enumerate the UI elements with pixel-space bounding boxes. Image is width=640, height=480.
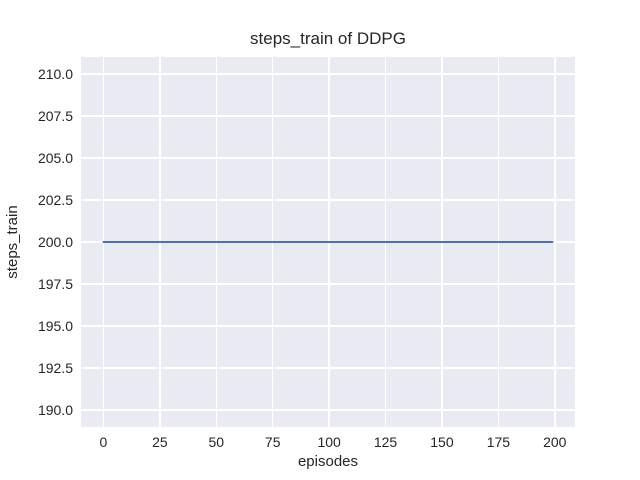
x-tick-label: 175 <box>486 434 511 450</box>
gridline-horizontal <box>81 325 575 327</box>
x-tick-label: 200 <box>543 434 567 450</box>
y-tick-label: 210.0 <box>37 65 73 82</box>
plot-area <box>81 57 575 427</box>
gridline-horizontal <box>81 73 575 75</box>
x-tick-label: 100 <box>317 434 341 450</box>
y-tick-label: 207.5 <box>37 107 73 124</box>
gridline-horizontal <box>81 367 575 369</box>
gridline-horizontal <box>81 199 575 201</box>
line-plot <box>102 241 554 243</box>
y-tick-label: 195.0 <box>37 318 73 335</box>
gridline-horizontal <box>81 283 575 285</box>
x-tick-label: 125 <box>373 434 398 450</box>
y-tick-label: 197.5 <box>37 276 73 293</box>
gridline-horizontal <box>81 115 575 117</box>
y-tick-label: 192.5 <box>37 360 73 377</box>
x-tick-label: 50 <box>208 434 225 450</box>
gridline-horizontal <box>81 157 575 159</box>
y-tick-label: 190.0 <box>37 402 73 419</box>
chart-title: steps_train of DDPG <box>250 29 406 48</box>
gridline-horizontal <box>81 409 575 411</box>
y-tick-label: 200.0 <box>37 234 73 250</box>
x-tick-label: 150 <box>430 434 454 450</box>
x-tick-label: 75 <box>264 434 281 450</box>
x-tick-label: 25 <box>152 434 168 450</box>
x-tick-label: 0 <box>99 434 108 450</box>
y-tick-label: 205.0 <box>37 149 73 166</box>
y-tick-label: 202.5 <box>37 191 73 208</box>
x-axis-label: episodes <box>297 453 359 470</box>
